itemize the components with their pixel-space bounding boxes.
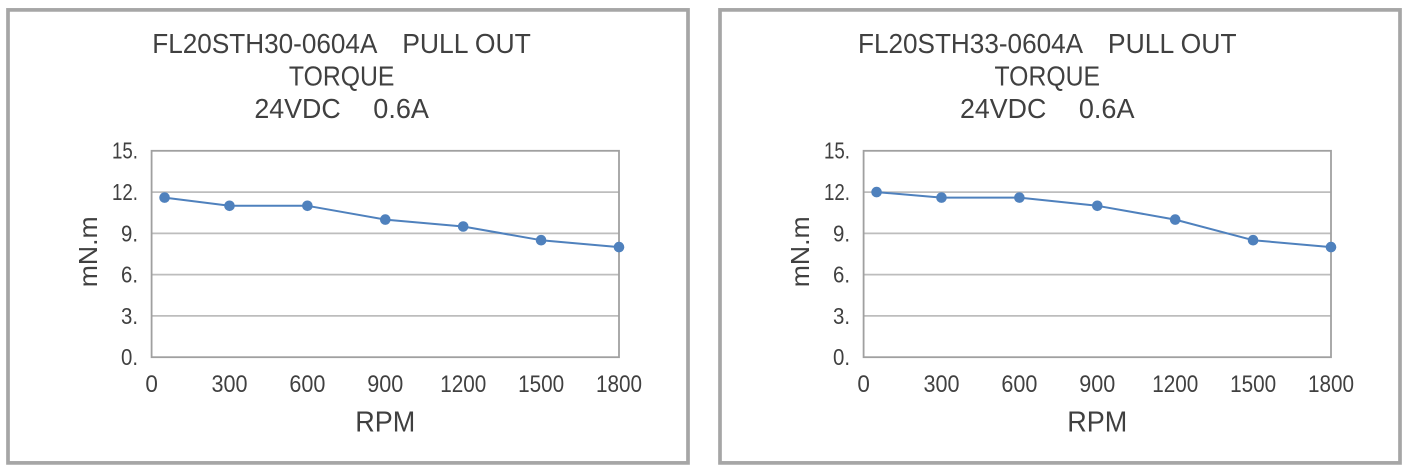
svg-text:9.: 9. bbox=[121, 220, 138, 246]
svg-text:0.6A: 0.6A bbox=[1079, 93, 1135, 124]
svg-text:0.6A: 0.6A bbox=[373, 93, 429, 124]
svg-text:FL20STH33-0604A: FL20STH33-0604A bbox=[858, 28, 1083, 59]
svg-text:3.: 3. bbox=[833, 303, 850, 329]
svg-text:900: 900 bbox=[367, 371, 403, 398]
svg-text:0: 0 bbox=[145, 371, 158, 398]
svg-text:1200: 1200 bbox=[440, 371, 486, 398]
svg-text:1200: 1200 bbox=[1152, 371, 1198, 398]
svg-text:1800: 1800 bbox=[1308, 371, 1354, 398]
svg-text:24VDC: 24VDC bbox=[254, 93, 340, 124]
svg-text:PULL OUT: PULL OUT bbox=[402, 28, 531, 59]
svg-text:TORQUE: TORQUE bbox=[995, 61, 1101, 92]
svg-text:600: 600 bbox=[289, 371, 325, 398]
svg-text:TORQUE: TORQUE bbox=[289, 61, 395, 92]
svg-text:1500: 1500 bbox=[518, 371, 564, 398]
svg-text:mN.m: mN.m bbox=[73, 216, 103, 287]
svg-text:6.: 6. bbox=[833, 262, 850, 288]
svg-text:300: 300 bbox=[212, 371, 248, 398]
svg-text:1800: 1800 bbox=[596, 371, 642, 398]
svg-text:RPM: RPM bbox=[355, 407, 415, 439]
svg-text:FL20STH30-0604A: FL20STH30-0604A bbox=[152, 28, 377, 59]
svg-text:0: 0 bbox=[857, 371, 870, 398]
svg-text:1500: 1500 bbox=[1230, 371, 1276, 398]
svg-text:PULL OUT: PULL OUT bbox=[1108, 28, 1237, 59]
svg-text:600: 600 bbox=[1001, 371, 1037, 398]
svg-text:RPM: RPM bbox=[1067, 407, 1127, 439]
svg-text:6.: 6. bbox=[121, 262, 138, 288]
svg-text:15.: 15. bbox=[112, 138, 138, 164]
svg-text:900: 900 bbox=[1079, 371, 1115, 398]
svg-text:24VDC: 24VDC bbox=[960, 93, 1046, 124]
svg-text:15.: 15. bbox=[824, 138, 850, 164]
svg-text:12.: 12. bbox=[112, 179, 138, 205]
svg-text:0.: 0. bbox=[121, 344, 138, 370]
svg-text:12.: 12. bbox=[824, 179, 850, 205]
svg-text:9.: 9. bbox=[833, 220, 850, 246]
svg-text:300: 300 bbox=[924, 371, 960, 398]
svg-text:3.: 3. bbox=[121, 303, 138, 329]
svg-text:0.: 0. bbox=[833, 344, 850, 370]
svg-text:mN.m: mN.m bbox=[785, 216, 815, 287]
